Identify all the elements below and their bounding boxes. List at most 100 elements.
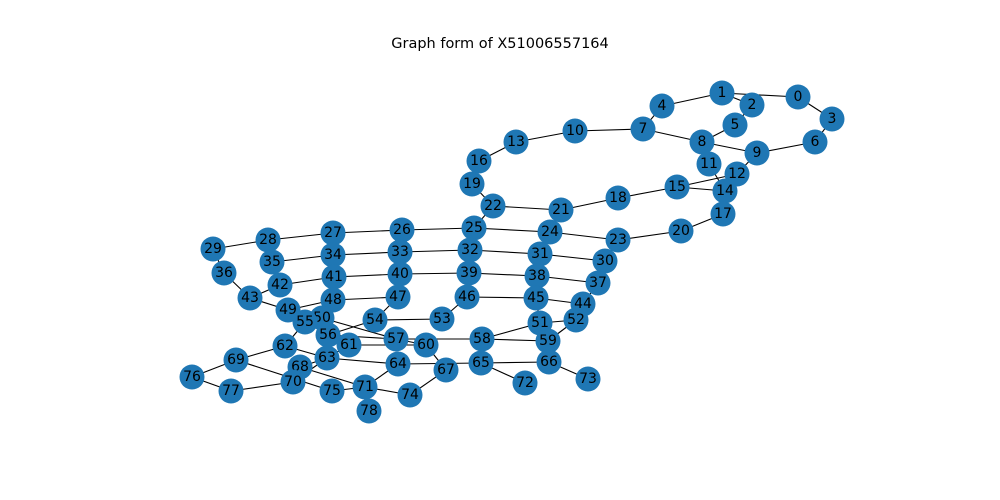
node-label: 18 xyxy=(609,190,627,206)
node-54: 54 xyxy=(362,307,388,333)
node-circle xyxy=(429,306,455,332)
node-16: 16 xyxy=(466,148,492,174)
node-label: 60 xyxy=(417,337,435,353)
node-71: 71 xyxy=(352,374,378,400)
node-label: 46 xyxy=(458,289,476,305)
node-circle xyxy=(461,215,487,241)
node-label: 21 xyxy=(552,202,570,218)
node-circle xyxy=(179,364,205,390)
node-label: 39 xyxy=(460,265,478,281)
node-62: 62 xyxy=(272,333,298,359)
node-19: 19 xyxy=(459,171,485,197)
node-circle xyxy=(527,241,553,267)
node-circle xyxy=(712,178,738,204)
edge-0-1 xyxy=(721,92,799,98)
node-label: 78 xyxy=(360,403,378,419)
node-5: 5 xyxy=(722,112,748,138)
node-34: 34 xyxy=(320,242,346,268)
node-11: 11 xyxy=(696,151,722,177)
node-label: 42 xyxy=(271,277,289,293)
node-6: 6 xyxy=(802,129,828,155)
node-label: 23 xyxy=(609,232,627,248)
node-label: 33 xyxy=(391,244,409,260)
node-circle xyxy=(387,261,413,287)
node-label: 71 xyxy=(356,379,374,395)
node-2: 2 xyxy=(739,92,765,118)
node-4: 4 xyxy=(649,93,675,119)
node-circle xyxy=(537,219,563,245)
node-35: 35 xyxy=(259,249,285,275)
node-45: 45 xyxy=(523,285,549,311)
node-69: 69 xyxy=(223,347,249,373)
node-75: 75 xyxy=(319,378,345,404)
node-circle xyxy=(585,270,611,296)
node-61: 61 xyxy=(336,332,362,358)
node-label: 76 xyxy=(183,369,201,385)
node-32: 32 xyxy=(457,237,483,263)
node-17: 17 xyxy=(710,201,736,227)
node-circle xyxy=(523,285,549,311)
node-circle xyxy=(280,369,306,395)
node-circle xyxy=(456,260,482,286)
node-circle xyxy=(320,242,346,268)
node-label: 24 xyxy=(541,224,559,240)
node-circle xyxy=(548,197,574,223)
node-circle xyxy=(605,185,631,211)
node-label: 67 xyxy=(437,362,455,378)
node-label: 55 xyxy=(296,314,314,330)
node-circle xyxy=(480,193,506,219)
node-29: 29 xyxy=(200,236,226,262)
node-label: 25 xyxy=(465,220,483,236)
node-label: 65 xyxy=(472,355,490,371)
node-label: 40 xyxy=(391,266,409,282)
node-label: 27 xyxy=(324,225,342,241)
node-72: 72 xyxy=(512,370,538,396)
node-circle xyxy=(362,307,388,333)
node-9: 9 xyxy=(744,140,770,166)
node-label: 10 xyxy=(566,123,584,139)
node-label: 73 xyxy=(579,371,597,387)
node-37: 37 xyxy=(585,270,611,296)
node-label: 22 xyxy=(484,198,502,214)
node-label: 30 xyxy=(596,253,614,269)
node-label: 8 xyxy=(698,134,707,150)
node-circle xyxy=(319,378,345,404)
node-circle xyxy=(709,80,735,106)
node-label: 15 xyxy=(668,179,686,195)
node-63: 63 xyxy=(314,345,340,371)
node-circle xyxy=(562,118,588,144)
node-label: 61 xyxy=(340,337,358,353)
node-circle xyxy=(223,347,249,373)
node-label: 5 xyxy=(731,117,740,133)
node-circle xyxy=(739,92,765,118)
node-circle xyxy=(710,201,736,227)
node-3: 3 xyxy=(819,106,845,132)
node-36: 36 xyxy=(211,260,237,286)
node-0: 0 xyxy=(785,84,811,110)
node-26: 26 xyxy=(389,217,415,243)
node-circle xyxy=(267,272,293,298)
node-circle xyxy=(200,236,226,262)
node-circle xyxy=(785,84,811,110)
node-67: 67 xyxy=(433,357,459,383)
node-label: 2 xyxy=(748,97,757,113)
node-48: 48 xyxy=(320,287,346,313)
node-circle xyxy=(383,326,409,352)
node-60: 60 xyxy=(413,332,439,358)
node-circle xyxy=(469,326,495,352)
node-circle xyxy=(457,237,483,263)
node-77: 77 xyxy=(218,378,244,404)
node-circle xyxy=(819,106,845,132)
node-circle xyxy=(689,129,715,155)
node-15: 15 xyxy=(664,174,690,200)
node-label: 64 xyxy=(389,356,407,372)
node-label: 51 xyxy=(531,315,549,331)
node-label: 20 xyxy=(672,223,690,239)
node-label: 77 xyxy=(222,383,240,399)
node-circle xyxy=(336,332,362,358)
node-55: 55 xyxy=(292,309,318,335)
node-label: 19 xyxy=(463,176,481,192)
node-23: 23 xyxy=(605,227,631,253)
node-label: 47 xyxy=(389,289,407,305)
node-label: 14 xyxy=(716,183,734,199)
